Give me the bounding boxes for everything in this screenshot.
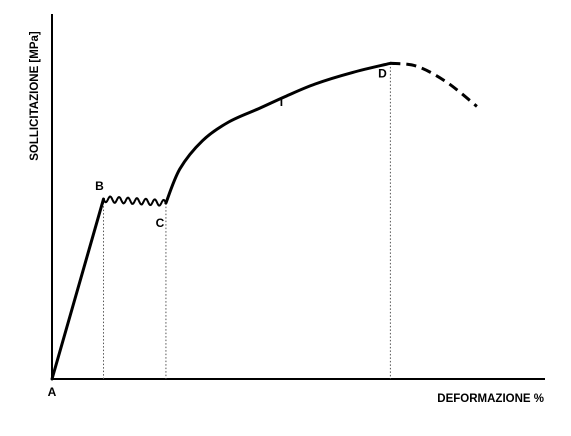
curve-segments: [50, 61, 478, 381]
point-label-i: I: [280, 95, 283, 109]
segment-yield: [102, 195, 167, 207]
point-label-d: D: [378, 66, 387, 80]
point-labels: A B C I D: [48, 66, 387, 399]
point-label-c: C: [156, 216, 165, 230]
segment-elastic: [50, 197, 106, 381]
point-label-b: B: [95, 179, 104, 193]
segment-necking: [390, 61, 478, 108]
segment-hardening: [164, 61, 392, 205]
y-axis-title: SOLLICITAZIONE [MPa]: [29, 31, 41, 161]
x-axis-title: DEFORMAZIONE %: [437, 393, 544, 405]
point-label-a: A: [48, 385, 57, 399]
guide-lines: [103, 63, 391, 379]
